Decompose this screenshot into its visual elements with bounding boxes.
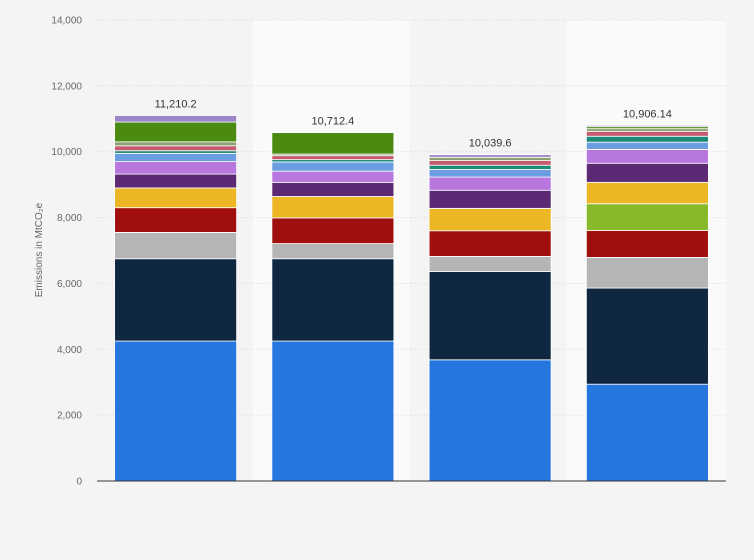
bar-segment[interactable] [428,156,552,162]
bar-total-label: 10,039.6 [469,138,512,150]
bar-segment[interactable] [271,340,395,482]
y-tick-label: 10,000 [51,147,82,158]
bar-segment[interactable] [271,243,395,260]
bar-segment[interactable] [585,257,709,289]
bar-segment[interactable] [114,187,238,209]
bar-segment[interactable] [428,176,552,191]
bar-segment[interactable] [585,383,709,482]
bar-segment[interactable] [585,141,709,150]
bar-segment[interactable] [585,149,709,164]
y-tick-label: 14,000 [51,16,82,27]
bar-segment[interactable] [585,162,709,183]
bar-segment[interactable] [428,189,552,209]
bar-segment[interactable] [114,173,238,189]
bar-total-label: 10,712.4 [311,116,354,128]
bar-segment[interactable] [428,164,552,170]
y-tick-label: 8,000 [57,213,82,224]
bar-segment[interactable] [428,169,552,178]
bar-segment[interactable] [585,135,709,143]
bar-segment[interactable] [114,161,238,175]
y-tick-label: 2,000 [57,411,82,422]
bar-segment[interactable] [271,217,395,244]
bar-segment[interactable] [271,155,395,161]
bar-segment[interactable] [271,132,395,155]
y-tick-label: 4,000 [57,345,82,356]
bar-segment[interactable] [428,207,552,232]
bar-segment[interactable] [271,258,395,342]
bar-segment[interactable] [271,170,395,183]
y-axis-title: Emissions in MtCO₂e [34,202,45,297]
bar-segment[interactable] [114,152,238,162]
bar-segment[interactable] [114,231,238,260]
bar-segment[interactable] [271,181,395,197]
y-tick-label: 6,000 [57,279,82,290]
bar-segment[interactable] [114,145,238,152]
y-tick-label: 0 [76,477,82,488]
bar-segment[interactable] [271,161,395,172]
y-tick-label: 12,000 [51,81,82,92]
bar-segment[interactable] [428,230,552,257]
bar-segment[interactable] [428,154,552,158]
bar-segment[interactable] [114,207,238,233]
y-axis-ticks: 0 2,000 4,000 6,000 8,000 10,000 12,000 14,000 [51,16,82,488]
bar-segment[interactable] [585,287,709,385]
bar-segment[interactable] [114,121,238,143]
bar-segment[interactable] [428,271,552,361]
bar-segment[interactable] [114,141,238,147]
bar-segment[interactable] [114,115,238,123]
bar-segment[interactable] [585,130,709,137]
bar-segment[interactable] [428,256,552,272]
bar-segment[interactable] [585,124,709,128]
bar-total-label: 10,906.14 [623,108,672,120]
bar-segment[interactable] [585,230,709,258]
bar-segment[interactable] [585,203,709,231]
bar-segment[interactable] [585,181,709,205]
bar-segment[interactable] [428,359,552,482]
bar-segment[interactable] [114,340,238,482]
bar-segment[interactable] [114,258,238,342]
bar-segment[interactable] [271,196,395,219]
bar-total-label: 11,210.2 [155,98,197,110]
bar-segment[interactable] [428,160,552,166]
total-labels: 11,210.2 10,712.4 10,039.6 10,906.14 [155,98,672,149]
bars [114,115,709,482]
